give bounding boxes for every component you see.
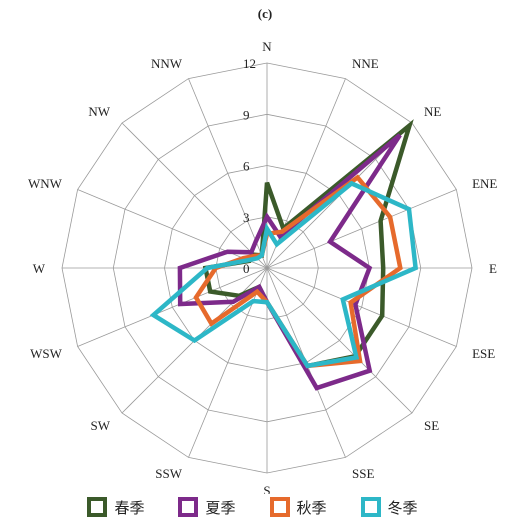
grid-spoke [266,267,413,414]
legend: 春季 夏季 秋季 冬季 [0,494,505,520]
legend-swatch-summer [178,497,199,517]
direction-label: NNW [151,56,183,71]
radial-tick-label: 0 [243,261,250,276]
direction-label: SSE [352,466,374,481]
direction-label: NW [88,104,110,119]
direction-label: SW [91,418,111,433]
grid-spoke [188,267,268,458]
grid-spoke [188,78,268,269]
legend-swatch-autumn [269,497,290,517]
grid-spoke [121,122,268,269]
radial-tick-label: 9 [243,107,250,122]
grid-spoke [77,267,268,347]
panel-label: (c) [257,6,273,21]
direction-labels: N NNE NE ENE E ESE SE SSE S SSW SW WSW W WNW NW NNW [28,39,497,494]
series-line [202,119,414,369]
direction-label: W [33,261,46,276]
legend-item-summer: 夏季 [178,497,236,518]
direction-label: NE [424,104,441,119]
radial-tick-labels: 0 3 6 9 12 [243,56,256,276]
grid-spoke [266,267,457,347]
grid-spoke [77,189,268,269]
direction-label: SSW [155,466,182,481]
legend-swatch-winter [360,497,381,517]
legend-item-spring: 春季 [87,497,144,518]
legend-label-autumn: 秋季 [296,500,327,517]
direction-label: N [262,39,272,54]
direction-label: ENE [472,176,497,191]
radial-tick-label: 3 [243,210,250,225]
radial-tick-label: 12 [243,56,256,71]
grid-spoke [266,189,457,269]
legend-item-winter: 冬季 [360,497,418,518]
legend-label-winter: 冬季 [387,500,418,517]
direction-label: WSW [30,346,63,361]
direction-label: S [263,483,270,494]
direction-label: NNE [352,56,379,71]
direction-label: ESE [472,346,495,361]
direction-label: E [489,261,497,276]
direction-label: SE [424,418,439,433]
direction-label: WNW [28,176,63,191]
legend-label-summer: 夏季 [205,500,236,517]
radar-chart: N NNE NE ENE E ESE SE SSE S SSW SW WSW W WNW NW NNW 0 3 6… [28,39,497,494]
legend-label-spring: 春季 [114,500,145,517]
series-group [149,119,419,391]
series-line [149,180,419,369]
legend-item-autumn: 秋季 [269,497,327,518]
legend-swatch-spring [87,497,108,517]
radial-tick-label: 6 [243,159,250,174]
series-line [177,133,402,391]
